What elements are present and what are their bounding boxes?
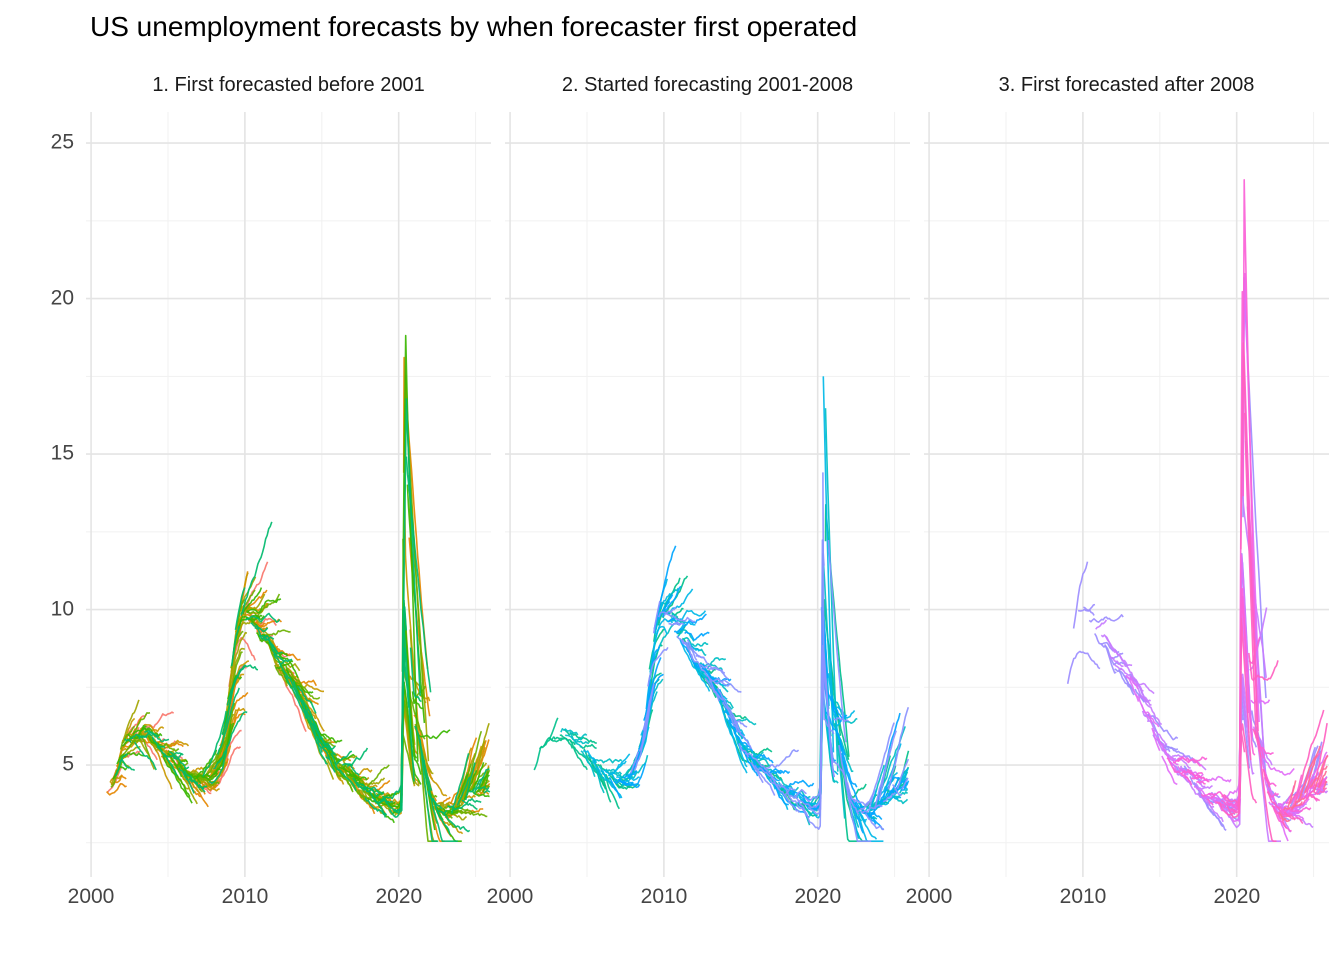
x-tick-p1-2010: 2010: [221, 885, 269, 908]
x-tick-p1-2000: 2000: [67, 885, 115, 908]
facet-title-1: 1. First forecasted before 2001: [152, 74, 425, 96]
x-tick-p3-2010: 2010: [1059, 885, 1107, 908]
x-tick-p2-2000: 2000: [486, 885, 534, 908]
facet-plot-2: [505, 112, 910, 877]
x-tick-p2-2020: 2020: [794, 885, 842, 908]
x-tick-p2-2010: 2010: [640, 885, 688, 908]
facet-title-3: 3. First forecasted after 2008: [998, 74, 1255, 96]
y-axis-tick-10: 10: [50, 597, 74, 621]
y-axis-tick-25: 25: [50, 130, 74, 154]
facet-title-2: 2. Started forecasting 2001-2008: [561, 74, 854, 96]
x-tick-p3-2000: 2000: [905, 885, 953, 908]
chart-title: US unemployment forecasts by when foreca…: [90, 11, 858, 42]
x-tick-p3-2020: 2020: [1213, 885, 1261, 908]
facet-plot-3: [924, 112, 1329, 877]
facet-plot-1: [86, 112, 491, 877]
y-axis-tick-5: 5: [62, 752, 74, 776]
y-axis-tick-15: 15: [50, 441, 74, 465]
x-tick-p1-2020: 2020: [375, 885, 423, 908]
y-axis-tick-20: 20: [50, 286, 74, 310]
